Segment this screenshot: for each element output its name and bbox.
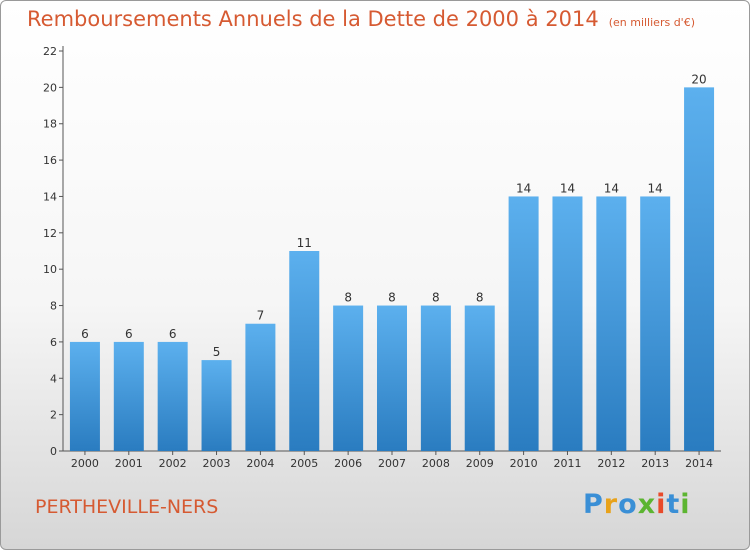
y-tick-label: 16 — [43, 154, 57, 167]
y-tick-label: 8 — [50, 300, 57, 313]
bar[interactable] — [552, 196, 583, 451]
x-tick-label: 2005 — [290, 457, 318, 470]
bar[interactable] — [69, 341, 100, 451]
title-unit: (en milliers d'€) — [608, 16, 695, 29]
bar-value-label: 8 — [388, 291, 396, 305]
bar-value-label: 11 — [297, 236, 312, 250]
bar[interactable] — [201, 360, 232, 451]
bar[interactable] — [333, 305, 364, 451]
logo-letter: P — [583, 489, 604, 520]
logo-letter: i — [656, 489, 667, 520]
bar[interactable] — [684, 87, 715, 451]
bar-value-label: 6 — [169, 327, 177, 341]
data-labels: 6 6 6 5 7 11 8 8 8 8 14 14 14 14 20 — [81, 72, 707, 359]
axes: 0 2 4 6 8 10 12 14 16 18 20 22 2000 2001 2002 2003 2004 2… — [43, 45, 721, 470]
bar-value-label: 20 — [691, 72, 706, 86]
bar-value-label: 14 — [648, 181, 663, 195]
y-tick-label: 22 — [43, 45, 57, 58]
bar-value-label: 14 — [604, 181, 619, 195]
x-tick-label: 2013 — [641, 457, 669, 470]
bar-value-label: 6 — [81, 327, 89, 341]
commune-name: PERTHEVILLE-NERS — [35, 496, 219, 518]
bar-value-label: 7 — [257, 309, 265, 323]
logo-letter: o — [618, 489, 638, 520]
y-tick-label: 0 — [50, 445, 57, 458]
y-tick-label: 2 — [50, 409, 57, 422]
y-tick-label: 10 — [43, 263, 57, 276]
x-tick-label: 2000 — [71, 457, 99, 470]
x-tick-label: 2007 — [378, 457, 406, 470]
y-tick-label: 6 — [50, 336, 57, 349]
bar-value-label: 5 — [213, 345, 221, 359]
bar-value-label: 14 — [516, 181, 531, 195]
logo-letter: r — [603, 489, 619, 520]
x-tick-label: 2012 — [597, 457, 625, 470]
y-tick-label: 12 — [43, 227, 57, 240]
x-tick-label: 2014 — [685, 457, 713, 470]
bar[interactable] — [113, 341, 144, 451]
x-tick-label: 2003 — [203, 457, 231, 470]
bar-value-label: 6 — [125, 327, 133, 341]
logo-letter: t — [666, 489, 681, 520]
bar-value-label: 8 — [344, 291, 352, 305]
logo-letter: x — [637, 489, 657, 520]
bar-value-label: 8 — [432, 291, 440, 305]
proxiti-logo[interactable]: Proxiti — [583, 489, 691, 520]
y-tick-label: 14 — [43, 190, 57, 203]
bar[interactable] — [596, 196, 627, 451]
bar[interactable] — [508, 196, 539, 451]
x-tick-label: 2006 — [334, 457, 362, 470]
chart-title: Remboursements Annuels de la Dette de 20… — [27, 7, 695, 31]
bars — [69, 87, 715, 451]
x-tick-label: 2004 — [246, 457, 274, 470]
x-tick-label: 2009 — [466, 457, 494, 470]
bar[interactable] — [245, 323, 276, 451]
bar[interactable] — [377, 305, 407, 451]
x-tick-label: 2002 — [159, 457, 187, 470]
x-tick-label: 2001 — [115, 457, 143, 470]
bar[interactable] — [157, 341, 188, 451]
x-tick-label: 2008 — [422, 457, 450, 470]
bar-value-label: 14 — [560, 181, 575, 195]
y-tick-label: 4 — [50, 372, 57, 385]
bar[interactable] — [289, 251, 320, 451]
y-tick-label: 20 — [43, 81, 57, 94]
y-tick-label: 18 — [43, 118, 57, 131]
bar[interactable] — [420, 305, 451, 451]
x-tick-label: 2011 — [553, 457, 581, 470]
bar[interactable] — [640, 196, 671, 451]
bar-value-label: 8 — [476, 291, 484, 305]
logo-letter: i — [680, 489, 691, 520]
bar[interactable] — [464, 305, 495, 451]
title-text: Remboursements Annuels de la Dette de 20… — [27, 7, 599, 31]
x-tick-label: 2010 — [510, 457, 538, 470]
